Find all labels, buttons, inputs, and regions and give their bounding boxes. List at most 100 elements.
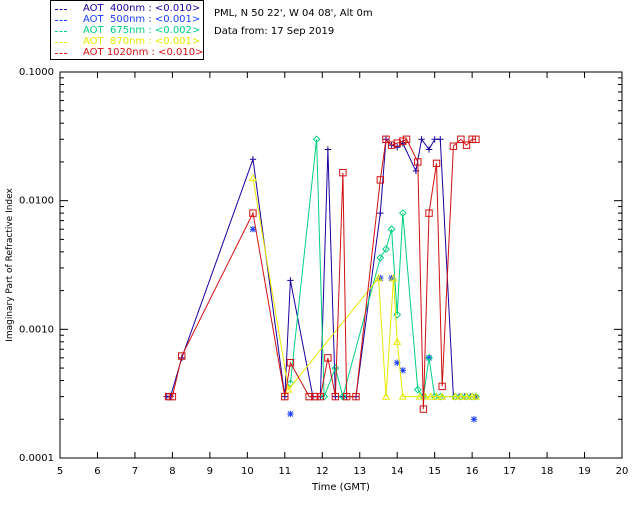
data-point-675 <box>331 364 340 372</box>
data-point-400 <box>418 136 425 143</box>
data-point-400 <box>249 156 257 163</box>
y-tick-label: 0.0010 <box>19 324 54 335</box>
data-point-675 <box>425 353 433 362</box>
data-point-1020 <box>402 135 411 143</box>
data-point-400 <box>324 146 332 153</box>
data-point-870 <box>284 385 293 393</box>
series-line-400 <box>166 138 476 398</box>
data-point-500 <box>470 416 478 423</box>
data-point-1020 <box>472 135 480 143</box>
data-point-1020 <box>178 352 186 360</box>
data-point-1020 <box>286 359 295 367</box>
data-point-1020 <box>339 168 347 177</box>
data-point-1020 <box>462 141 471 149</box>
site-info: PML, N 50 22', W 04 08', Alt 0m <box>214 8 373 19</box>
x-tick-label: 14 <box>391 466 404 477</box>
data-point-1020 <box>164 392 173 401</box>
data-point-1020 <box>438 382 446 391</box>
data-point-870 <box>381 392 391 400</box>
data-point-1020 <box>419 405 428 413</box>
data-point-675 <box>398 209 407 218</box>
data-point-400 <box>437 136 444 143</box>
data-point-870 <box>415 392 424 400</box>
x-tick-label: 17 <box>503 466 516 477</box>
x-tick-label: 16 <box>466 466 479 477</box>
data-point-1020 <box>168 392 177 401</box>
data-point-675 <box>376 253 385 262</box>
data-point-675 <box>413 385 422 394</box>
data-point-1020 <box>414 158 422 166</box>
data-point-675 <box>382 245 390 254</box>
data-point-870 <box>248 173 258 182</box>
date-info: Data from: 17 Sep 2019 <box>214 26 335 37</box>
x-tick-label: 18 <box>541 466 554 477</box>
legend-entry-500: AOT 500nm : <0.001> <box>55 14 200 26</box>
data-point-1020 <box>457 135 465 143</box>
data-point-1020 <box>249 209 257 217</box>
data-point-675 <box>312 135 321 144</box>
x-tick-label: 15 <box>428 466 441 477</box>
data-point-870 <box>432 392 441 400</box>
data-point-870 <box>451 392 460 400</box>
x-tick-label: 13 <box>353 466 366 477</box>
data-point-500 <box>399 367 407 374</box>
data-point-675 <box>456 392 465 401</box>
legend-entry-400: AOT 400nm : <0.010> <box>55 3 200 15</box>
axes: 5 6 7 8 9 10 11 12 13 14 15 16 17 18 19 20 0.0001 0.0010 0… <box>19 67 628 477</box>
data-point-675 <box>320 392 329 401</box>
data-point-870 <box>438 392 447 400</box>
data-point-1020 <box>311 392 319 401</box>
legend-entry-1020: AOT 1020nm : <0.010> <box>55 47 203 59</box>
data-point-870 <box>389 273 398 282</box>
data-point-1020 <box>399 137 407 145</box>
legend-swatch-1020 <box>55 53 67 54</box>
data-point-675 <box>451 392 460 401</box>
legend-label-400: AOT 400nm : <0.010> <box>83 3 201 14</box>
data-point-870 <box>426 392 435 400</box>
data-point-675 <box>338 392 347 401</box>
data-point-400 <box>287 277 294 284</box>
data-point-1020 <box>352 392 360 401</box>
data-point-675 <box>462 392 471 401</box>
y-tick-label: 0.0001 <box>19 453 54 464</box>
legend-label-675: AOT 675nm : <0.002> <box>83 25 201 36</box>
x-tick-label: 6 <box>94 466 100 477</box>
data-point-870 <box>393 337 402 345</box>
legend-swatch-400 <box>55 9 67 10</box>
legend-swatch-500 <box>55 20 67 21</box>
data-point-675 <box>387 225 396 234</box>
legend-swatch-870 <box>55 42 67 43</box>
data-point-870 <box>471 392 480 400</box>
data-point-870 <box>398 392 407 400</box>
data-point-1020 <box>393 139 401 147</box>
series-line-1020 <box>168 138 476 410</box>
data-point-1020 <box>324 354 332 362</box>
data-point-1020 <box>449 142 458 150</box>
data-point-1020 <box>468 135 476 143</box>
x-tick-label: 7 <box>132 466 138 477</box>
data-point-1020 <box>281 392 289 401</box>
legend-swatch-675 <box>55 31 67 32</box>
data-point-870 <box>456 392 465 400</box>
data-point-1020 <box>331 392 340 401</box>
legend-entry-675: AOT 675nm : <0.002> <box>55 25 200 37</box>
x-tick-label: 10 <box>241 466 254 477</box>
data-point-870 <box>462 392 471 400</box>
data-point-400 <box>431 136 438 143</box>
data-point-1020 <box>432 159 441 168</box>
x-tick-label: 19 <box>578 466 591 477</box>
y-axis-label: Imaginary Part of Refractive Index <box>5 187 15 341</box>
data-point-1020 <box>387 141 396 149</box>
plot-frame <box>59 71 623 459</box>
legend: AOT 400nm : <0.010> AOT 500nm : <0.001> … <box>50 0 204 60</box>
x-axis-label: Time (GMT) <box>311 482 370 493</box>
x-tick-label: 8 <box>169 466 175 477</box>
data-point-1020 <box>382 135 390 143</box>
data-point-1020 <box>342 392 351 401</box>
x-tick-label: 9 <box>207 466 213 477</box>
x-tick-label: 11 <box>278 466 291 477</box>
legend-label-870: AOT 870nm : <0.001> <box>83 36 201 47</box>
data-point-1020 <box>316 392 325 401</box>
